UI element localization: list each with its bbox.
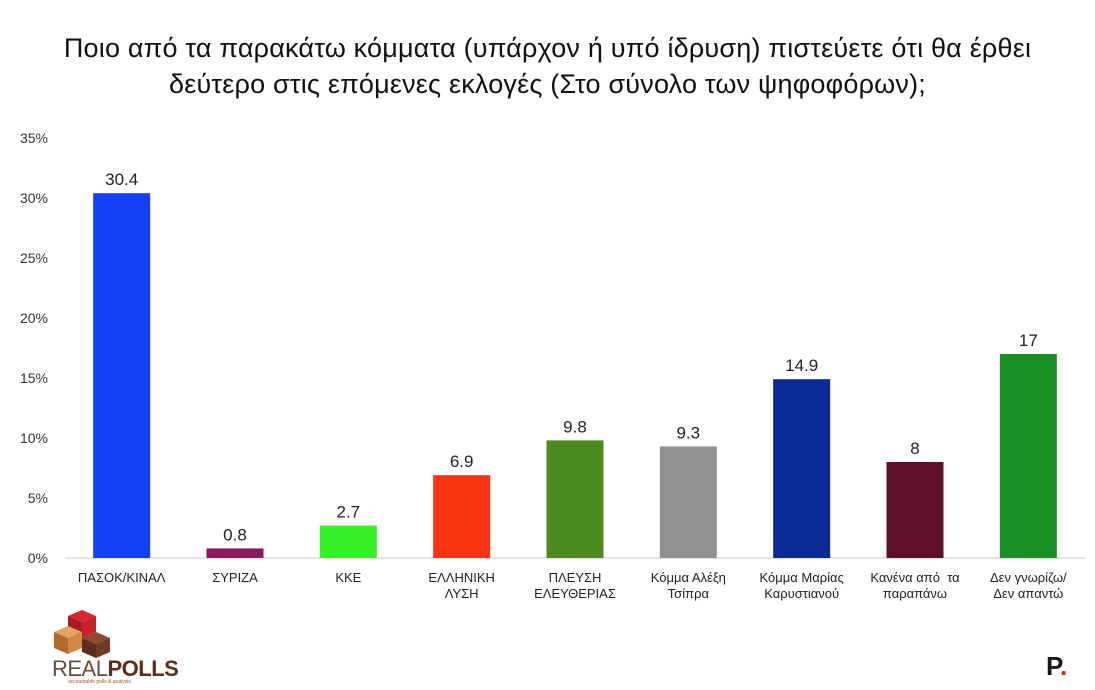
data-label: 6.9 bbox=[450, 452, 474, 471]
y-tick-label: 30% bbox=[20, 190, 48, 206]
category-label: ΛΥΣΗ bbox=[445, 586, 479, 601]
logo-real-text: REAL bbox=[52, 656, 108, 681]
category-label: Κανένα από τα bbox=[870, 570, 960, 585]
category-label: παραπάνω bbox=[883, 586, 947, 601]
bar-6 bbox=[659, 446, 717, 558]
chart-title: Ποιο από τα παρακάτω κόμματα (υπάρχον ή … bbox=[0, 30, 1095, 102]
data-label: 14.9 bbox=[785, 356, 818, 375]
chart-title-line-1: Ποιο από τα παρακάτω κόμματα (υπάρχον ή … bbox=[63, 33, 1032, 63]
data-label: 9.3 bbox=[677, 423, 701, 442]
category-label: ΣΥΡΙΖΑ bbox=[212, 570, 258, 585]
data-label: 30.4 bbox=[105, 170, 138, 189]
y-tick-label: 20% bbox=[20, 310, 48, 326]
publisher-logo: P. bbox=[1046, 651, 1067, 682]
category-label: ΕΛΛΗΝΙΚΗ bbox=[428, 570, 495, 585]
category-label: ΕΛΕΥΘΕΡΙΑΣ bbox=[534, 586, 616, 601]
y-tick-label: 25% bbox=[20, 250, 48, 266]
category-label: Κόμμα Μαρίας bbox=[760, 570, 844, 585]
data-label: 2.7 bbox=[337, 503, 361, 522]
y-tick-label: 15% bbox=[20, 370, 48, 386]
realpolls-wordmark: REALPOLLS bbox=[52, 656, 179, 682]
publisher-letter: P bbox=[1046, 651, 1060, 681]
category-label: Δεν απαντώ bbox=[993, 586, 1063, 601]
category-label: Δεν γνωρίζω/ bbox=[990, 570, 1067, 585]
bar-1 bbox=[93, 193, 151, 558]
bar-2 bbox=[206, 548, 264, 558]
y-tick-label: 35% bbox=[20, 130, 48, 146]
y-tick-label: 10% bbox=[20, 430, 48, 446]
bar-8 bbox=[886, 462, 944, 558]
category-label: ΠΛΕΥΣΗ bbox=[549, 570, 602, 585]
bar-3 bbox=[319, 525, 377, 558]
logo-polls-text: POLLS bbox=[107, 656, 179, 681]
category-label: Κόμμα Αλέξη bbox=[651, 570, 726, 585]
logo-tagline: accountable polls & analysis bbox=[68, 679, 131, 685]
bar-4 bbox=[433, 475, 491, 558]
category-label: Τσίπρα bbox=[668, 586, 710, 601]
bar-5 bbox=[546, 440, 604, 558]
category-label: ΚΚΕ bbox=[335, 570, 361, 585]
data-label: 17 bbox=[1019, 331, 1038, 350]
chart-title-line-2: δεύτερο στις επόμενες εκλογές (Στο σύνολ… bbox=[168, 69, 926, 99]
publisher-dot: . bbox=[1060, 651, 1068, 681]
bar-9 bbox=[999, 354, 1057, 558]
data-label: 8 bbox=[910, 439, 919, 458]
category-label: ΠΑΣΟΚ/ΚΙΝΑΛ bbox=[78, 570, 166, 585]
y-tick-label: 0% bbox=[28, 550, 48, 566]
data-label: 0.8 bbox=[223, 525, 247, 544]
bar-7 bbox=[773, 379, 831, 558]
y-tick-label: 5% bbox=[28, 490, 48, 506]
category-label: Καρυστιανού bbox=[764, 586, 839, 601]
realpolls-logo-icon bbox=[54, 610, 110, 658]
data-label: 9.8 bbox=[563, 417, 587, 436]
